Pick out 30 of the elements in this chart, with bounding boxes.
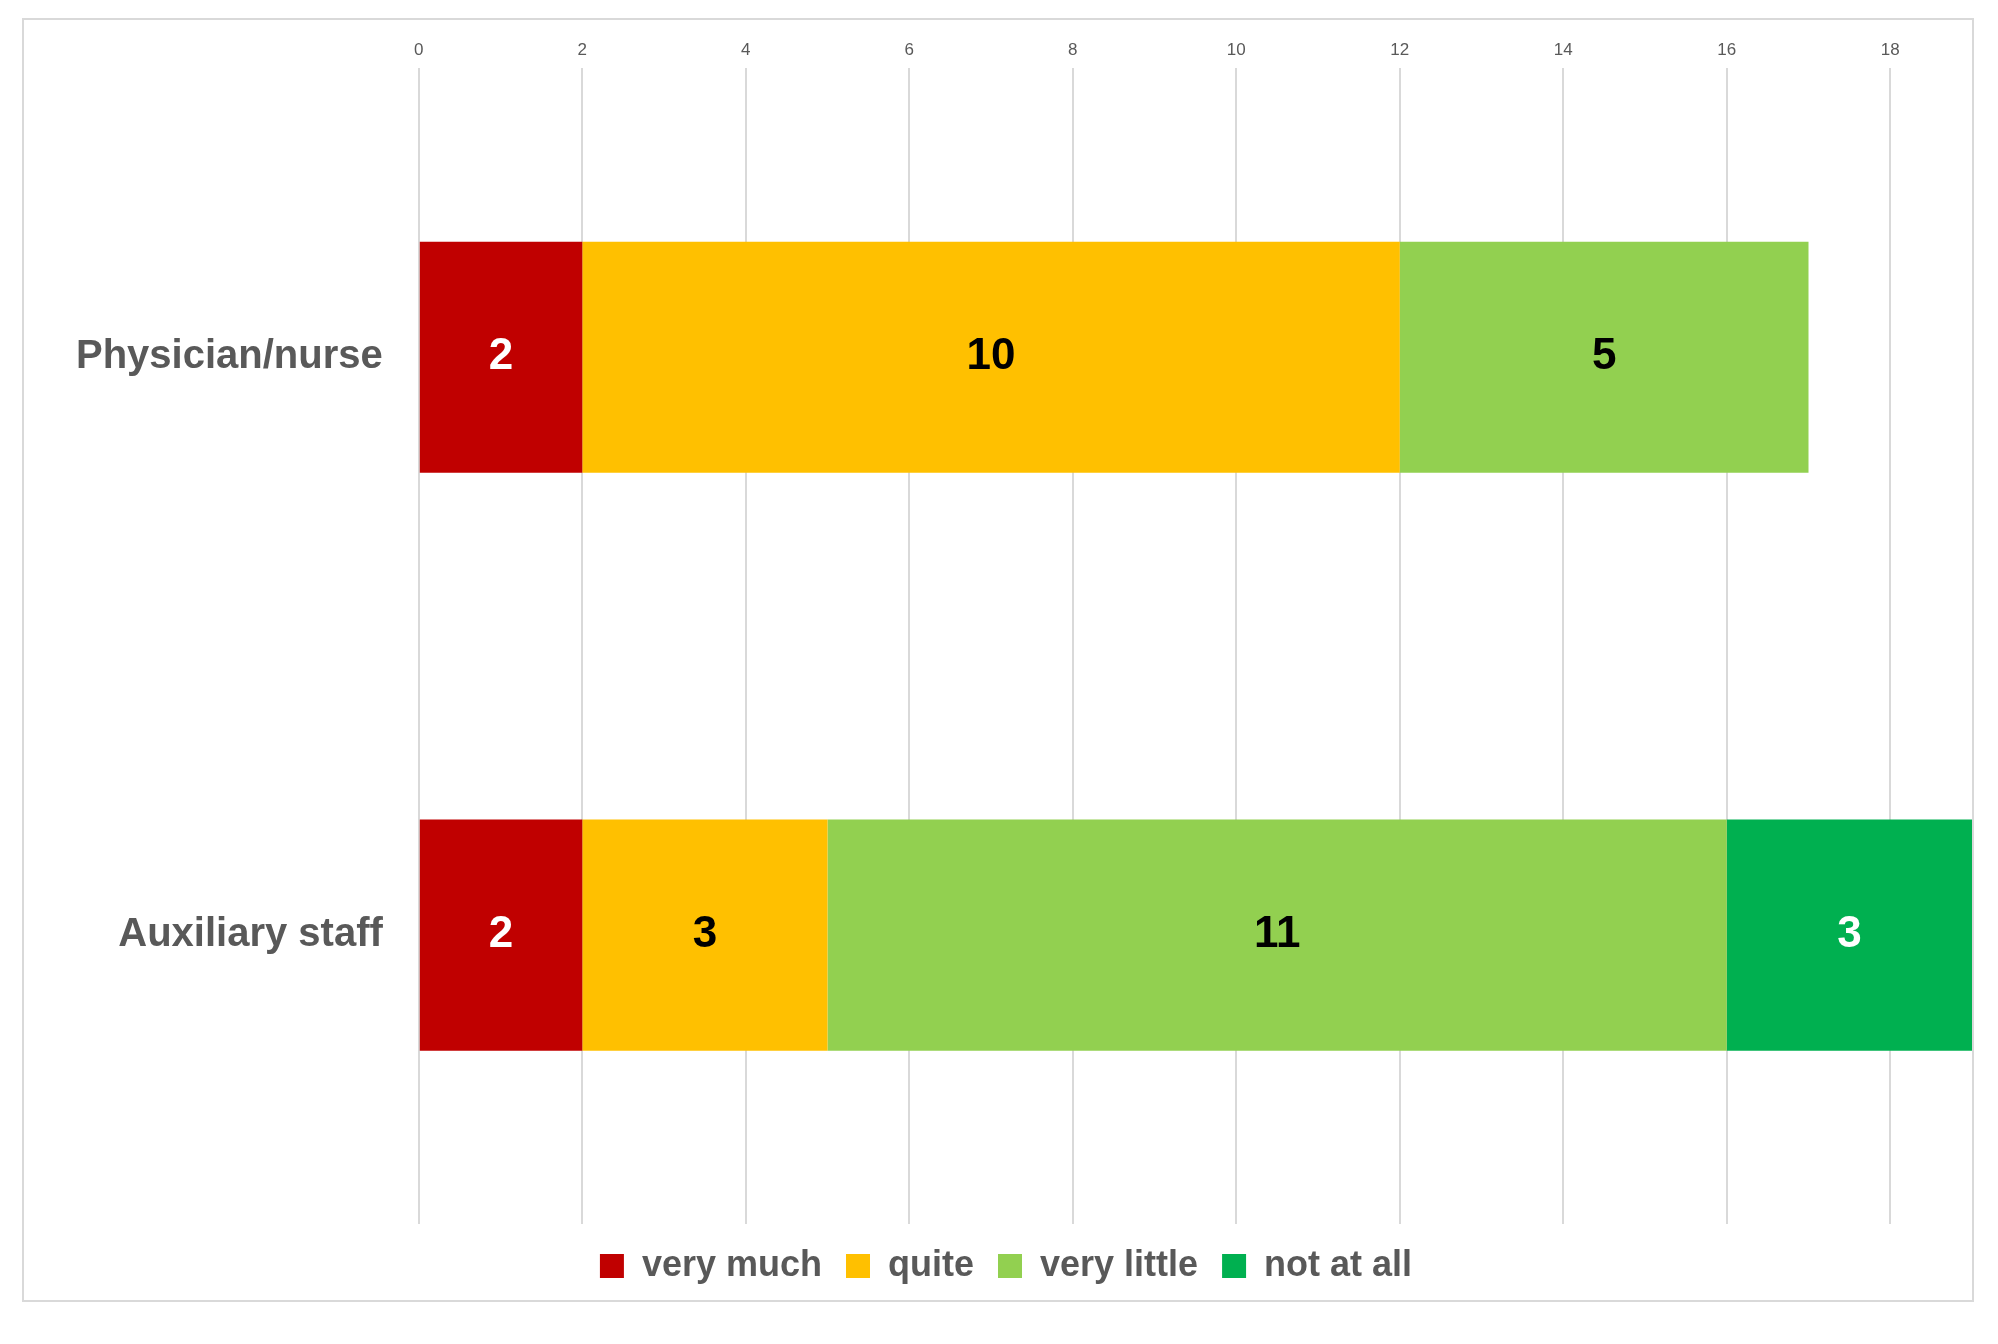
bar (1399, 241, 1809, 473)
data-label: 2 (488, 329, 514, 379)
x-tick-label: 4 (741, 39, 751, 59)
bar (582, 241, 1400, 473)
bar (419, 819, 583, 1051)
data-label: 3 (692, 907, 718, 957)
data-label: 10 (966, 329, 1016, 379)
bar (1726, 819, 1972, 1051)
bar (582, 819, 828, 1051)
bar (419, 241, 583, 473)
legend-label: quite (888, 1242, 974, 1284)
bar (827, 819, 1727, 1051)
y-tick-label: Auxiliary staff (118, 910, 384, 955)
x-tick-label: 18 (1880, 39, 1900, 59)
x-tick-label: 12 (1390, 39, 1410, 59)
x-tick-label: 6 (904, 39, 915, 59)
data-label: 11 (1253, 907, 1301, 957)
x-tick-label: 14 (1553, 39, 1573, 59)
y-tick-label: Physician/nurse (76, 332, 383, 377)
x-tick-label: 0 (414, 39, 424, 59)
x-tick-label: 8 (1068, 39, 1078, 59)
x-tick-label: 16 (1717, 39, 1737, 59)
legend-label: very little (1040, 1242, 1199, 1284)
legend-label: very much (641, 1242, 823, 1284)
x-tick-label: 10 (1226, 39, 1246, 59)
x-tick-label: 2 (577, 39, 588, 59)
data-label: 5 (1591, 329, 1617, 379)
legend-label: not at all (1264, 1242, 1413, 1284)
data-label: 2 (488, 907, 514, 957)
data-label: 3 (1837, 907, 1862, 957)
